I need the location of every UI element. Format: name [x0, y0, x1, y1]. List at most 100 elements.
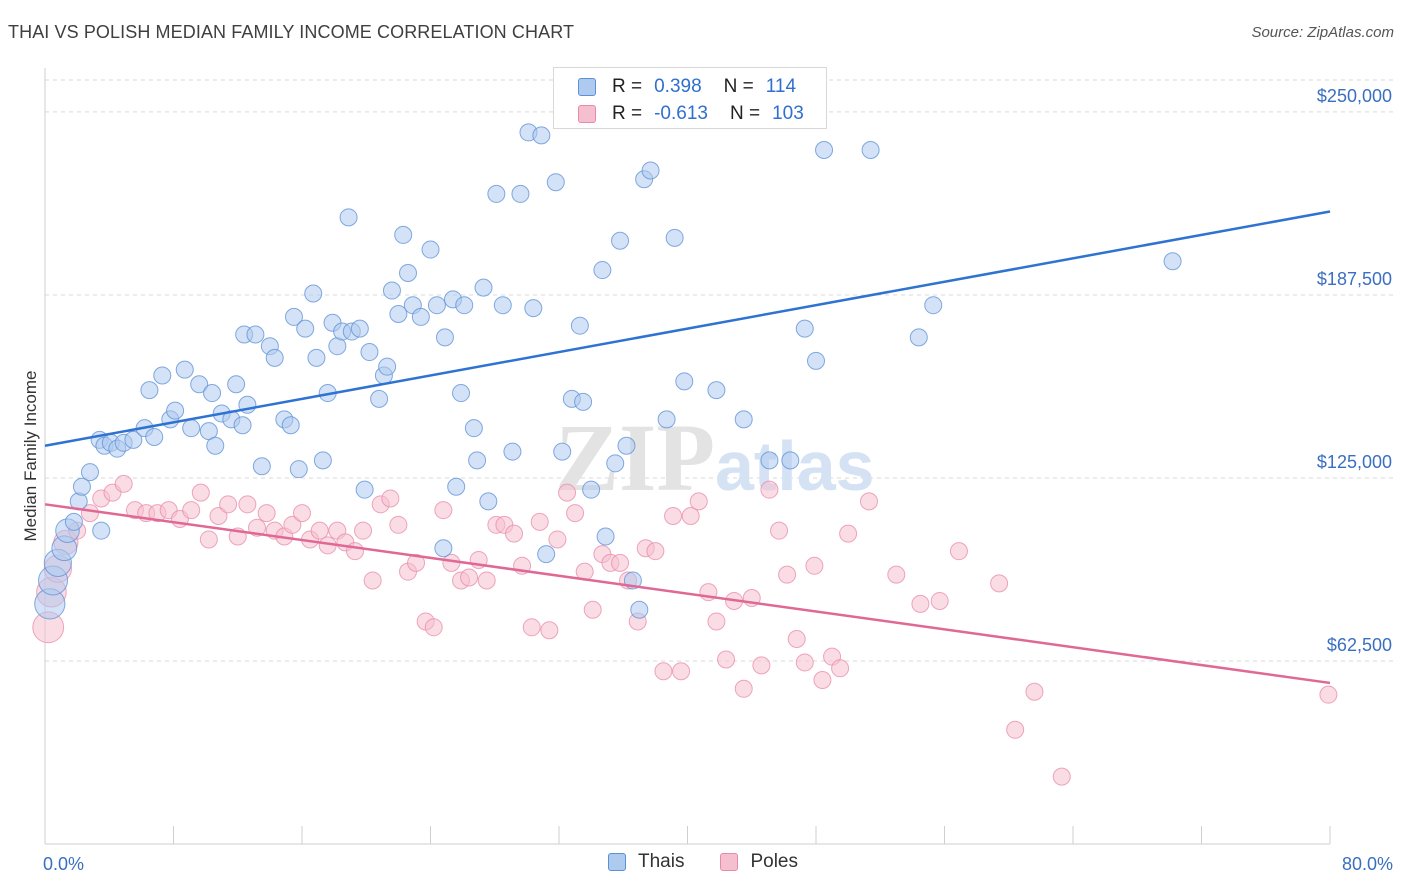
thais-point: [206, 436, 225, 455]
thais-point: [203, 384, 222, 403]
poles-point: [654, 662, 673, 681]
source-label: Source: ZipAtlas.com: [1251, 24, 1394, 41]
thais-point: [435, 328, 454, 347]
watermark: ZIP atlas: [555, 404, 875, 511]
thais-trend-line: [44, 210, 1331, 447]
poles-point: [558, 483, 577, 502]
thais-point: [355, 480, 374, 499]
thais-point: [427, 296, 446, 315]
thais-point: [246, 325, 265, 344]
axes: [44, 68, 1331, 845]
thais-point: [468, 451, 487, 470]
thais-point: [524, 299, 543, 318]
thais-r-label: R =: [612, 76, 643, 97]
thais-point: [861, 140, 880, 159]
poles-point: [664, 507, 683, 526]
thais-point: [479, 492, 498, 511]
poles-point: [346, 542, 365, 561]
poles-point: [707, 612, 726, 631]
y-tick-label: $125,000: [1317, 452, 1392, 472]
thais-point: [313, 451, 332, 470]
poles-point: [219, 495, 238, 514]
poles-point: [530, 512, 549, 531]
poles-point: [831, 659, 850, 678]
poles-point: [424, 618, 443, 637]
trend-lines: [44, 210, 1331, 685]
thais-point: [64, 512, 83, 531]
poles-point: [389, 515, 408, 534]
thais-point: [617, 436, 636, 455]
poles-point: [813, 671, 832, 690]
legend-thais-swatch: [608, 853, 626, 871]
x-tick-labels: 0.0% 80.0%: [43, 854, 1393, 874]
poles-point: [689, 492, 708, 511]
thais-point: [474, 278, 493, 297]
poles-point: [734, 679, 753, 698]
poles-point: [199, 530, 218, 549]
thais-point: [760, 451, 779, 470]
poles-point: [752, 656, 771, 675]
series-thais: [34, 123, 1182, 620]
watermark-zip: ZIP: [555, 404, 715, 511]
poles-point: [477, 571, 496, 590]
poles-point: [566, 504, 585, 523]
poles-point: [611, 553, 630, 572]
thais-point: [434, 539, 453, 558]
poles-point: [990, 574, 1009, 593]
thais-point: [394, 225, 413, 244]
thais-point: [284, 307, 303, 326]
thais-point: [503, 442, 522, 461]
legend-row-poles: R = -0.613 N = 103: [578, 102, 804, 126]
thais-point: [452, 384, 471, 403]
thais-point: [296, 319, 315, 338]
poles-point: [191, 483, 210, 502]
thais-point: [734, 410, 753, 429]
thais-point: [389, 304, 408, 323]
legend-thais-label: Thais: [638, 851, 685, 872]
poles-point: [238, 495, 257, 514]
x-tick-label-max: 80.0%: [1342, 854, 1393, 874]
thais-point: [606, 454, 625, 473]
poles-point: [363, 571, 382, 590]
legend-item-poles[interactable]: Poles: [720, 851, 798, 873]
thais-point: [582, 480, 601, 499]
thais-point: [233, 416, 252, 435]
poles-n-value: 103: [772, 103, 804, 124]
thais-point: [815, 140, 834, 159]
poles-point: [505, 524, 524, 543]
poles-point: [646, 542, 665, 561]
poles-point: [795, 653, 814, 672]
stats-legend: R = 0.398 N = 114 R = -0.613 N = 103: [553, 67, 827, 129]
poles-point: [354, 521, 373, 540]
thais-point: [447, 477, 466, 496]
thais-point: [487, 184, 506, 203]
thais-point: [707, 381, 726, 400]
thais-point: [464, 419, 483, 438]
thais-point: [795, 319, 814, 338]
thais-point: [665, 228, 684, 247]
poles-point: [1052, 767, 1071, 786]
thais-n-value: 114: [765, 76, 797, 97]
legend-item-thais[interactable]: Thais: [608, 851, 684, 873]
poles-point: [209, 507, 228, 526]
poles-point: [540, 621, 559, 640]
thais-point: [339, 208, 358, 227]
poles-swatch: [578, 105, 596, 123]
poles-point: [434, 501, 453, 520]
poles-point: [548, 530, 567, 549]
poles-n-label: N =: [729, 103, 761, 124]
poles-point: [310, 521, 329, 540]
thais-point: [553, 442, 572, 461]
thais-point: [166, 401, 185, 420]
thais-point: [124, 430, 143, 449]
thais-point: [175, 360, 194, 379]
poles-point: [182, 501, 201, 520]
thais-point: [182, 419, 201, 438]
thais-point: [570, 316, 589, 335]
thais-point: [641, 161, 660, 180]
thais-point: [574, 392, 593, 411]
thais-point: [190, 375, 209, 394]
thais-point: [360, 343, 379, 362]
thais-point: [289, 460, 308, 479]
